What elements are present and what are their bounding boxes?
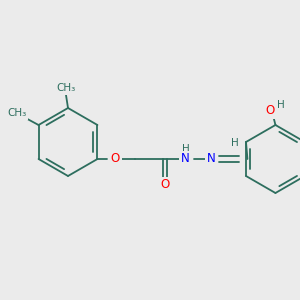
Text: O: O xyxy=(161,178,170,191)
Text: O: O xyxy=(266,104,275,118)
Text: O: O xyxy=(111,152,120,166)
Text: N: N xyxy=(207,152,216,166)
Text: CH₃: CH₃ xyxy=(7,108,26,118)
Text: H: H xyxy=(231,138,238,148)
Text: CH₃: CH₃ xyxy=(56,83,76,93)
Text: H: H xyxy=(277,100,284,110)
Text: H: H xyxy=(182,144,189,154)
Text: N: N xyxy=(181,152,190,166)
